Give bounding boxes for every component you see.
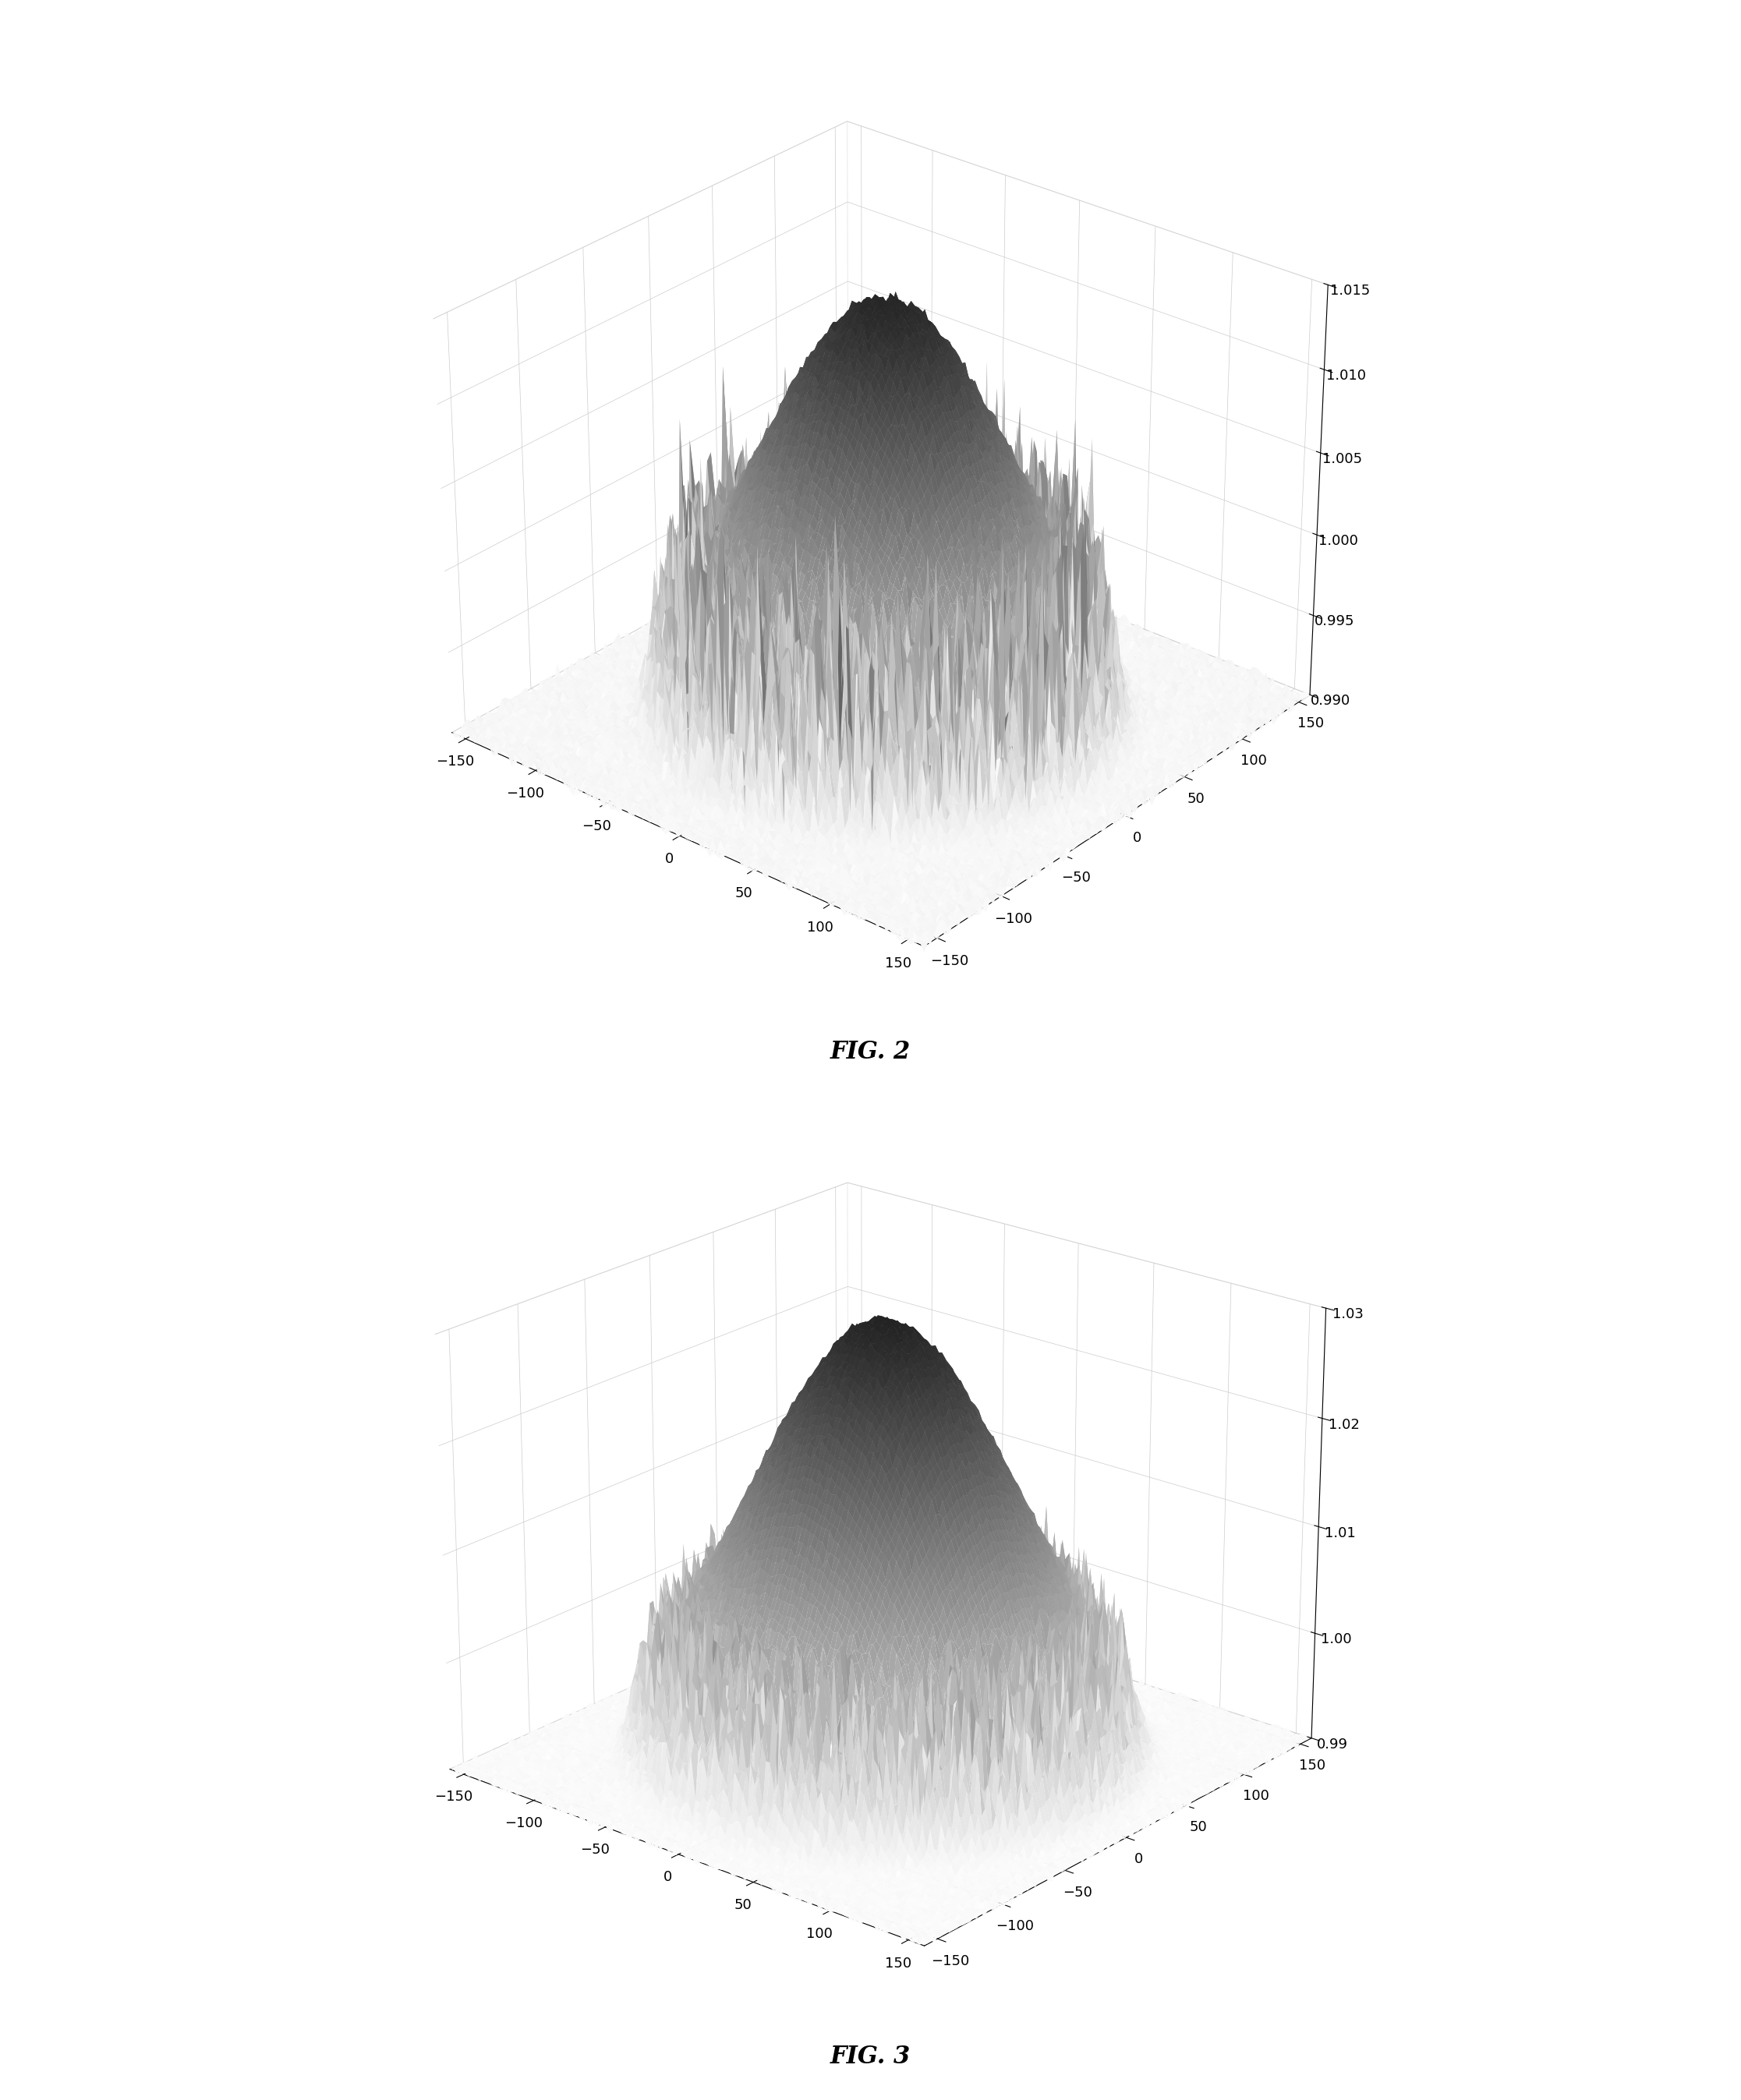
Text: FIG. 3: FIG. 3 [830,2043,911,2068]
Text: FIG. 2: FIG. 2 [830,1040,911,1065]
